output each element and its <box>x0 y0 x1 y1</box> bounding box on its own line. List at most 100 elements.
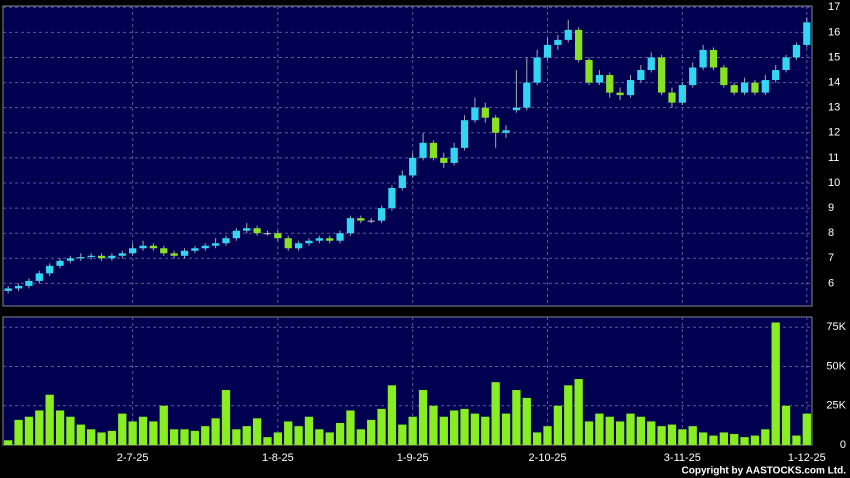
volume-bar <box>615 421 625 445</box>
volume-bar <box>97 432 106 445</box>
volume-bar <box>678 429 687 445</box>
volume-bar <box>584 421 594 445</box>
candle-body <box>87 255 95 258</box>
volume-bar <box>522 397 531 445</box>
candle-body <box>481 107 489 118</box>
volume-bar <box>335 423 345 445</box>
candle-body <box>803 22 811 45</box>
volume-bar <box>792 435 801 445</box>
candle-body <box>129 248 137 254</box>
y-tick-label: 17 <box>828 1 840 13</box>
volume-bar <box>87 429 96 445</box>
volume-bar <box>263 437 272 445</box>
x-tick-label: 2-10-25 <box>529 452 567 464</box>
candle-body <box>66 258 75 261</box>
candle-body <box>772 70 780 81</box>
volume-bar <box>460 408 469 445</box>
volume-bar <box>408 416 417 445</box>
candle-body <box>180 250 189 256</box>
candle-body <box>170 253 178 256</box>
candle-body <box>699 49 707 68</box>
candle-body <box>315 238 323 241</box>
candle-body <box>118 253 126 256</box>
volume-bar <box>543 426 552 445</box>
y-tick-label: 14 <box>828 76 840 88</box>
volume-bar <box>35 410 44 445</box>
x-tick-label: 1-12-25 <box>788 452 826 464</box>
volume-bar <box>574 379 583 445</box>
candle-body <box>689 67 697 86</box>
volume-tick-label: 75K <box>826 321 846 333</box>
y-tick-label: 7 <box>828 252 834 264</box>
candle-body <box>709 49 718 68</box>
volume-bar <box>24 416 34 445</box>
candle-body <box>243 228 251 231</box>
candle-body <box>232 230 240 239</box>
volume-bar <box>802 413 811 445</box>
y-tick-label: 8 <box>828 227 834 239</box>
candle-body <box>585 59 593 83</box>
y-tick-label: 6 <box>828 277 834 289</box>
x-tick-label: 3-11-25 <box>664 452 701 464</box>
candle-body <box>523 82 531 108</box>
volume-bar <box>128 421 137 445</box>
candle-body <box>575 29 583 60</box>
volume-bar <box>45 394 54 445</box>
volume-bar <box>595 413 604 445</box>
candle-body <box>367 220 375 222</box>
volume-panel <box>2 316 813 446</box>
volume-bar <box>76 424 85 445</box>
candle-body <box>377 208 386 221</box>
x-tick-label: 1-9-25 <box>397 452 429 464</box>
volume-bar <box>553 405 563 445</box>
volume-bar <box>605 416 614 445</box>
volume-bar <box>512 390 521 445</box>
candle-body <box>263 233 272 235</box>
candle-body <box>274 233 282 239</box>
candle-body <box>512 107 521 111</box>
candle-body <box>564 29 572 40</box>
volume-bar <box>304 416 314 445</box>
candle-body <box>637 70 645 81</box>
candle-body <box>595 75 604 83</box>
candle-body <box>782 57 790 71</box>
volume-bar <box>429 405 438 445</box>
x-tick-label: 2-7-25 <box>117 452 149 464</box>
y-tick-label: 15 <box>828 51 840 63</box>
candle-body <box>533 57 541 83</box>
volume-bar <box>709 435 718 445</box>
volume-bar <box>667 424 677 445</box>
candle-body <box>191 248 199 251</box>
candle-body <box>211 243 220 246</box>
candle-body <box>346 218 355 234</box>
candle-body <box>201 245 209 249</box>
candle-body <box>740 82 749 93</box>
y-tick-label: 12 <box>828 127 840 139</box>
volume-bar <box>771 322 780 445</box>
volume-bar <box>294 426 303 445</box>
candle-body <box>543 44 552 58</box>
volume-bar <box>636 416 646 445</box>
candle-body <box>502 130 510 133</box>
copyright: Copyright by AASTOCKS.com Ltd. <box>682 466 847 477</box>
x-tick-label: 1-8-25 <box>262 452 294 464</box>
candle-body <box>326 238 334 241</box>
candle-body <box>492 117 500 133</box>
volume-bar <box>55 410 65 445</box>
candle-body <box>668 92 676 103</box>
volume-bar <box>325 432 334 445</box>
candle-body <box>97 255 106 259</box>
volume-bar <box>169 429 179 445</box>
volume-tick-label: 0 <box>840 439 846 451</box>
y-tick-label: 13 <box>828 102 840 114</box>
volume-bar <box>740 437 749 445</box>
volume-bar <box>107 430 117 445</box>
volume-bar <box>657 426 666 445</box>
candle-body <box>730 85 738 93</box>
candle-body <box>440 157 448 163</box>
volume-bar <box>501 413 511 445</box>
candle-body <box>294 243 303 249</box>
y-tick-label: 10 <box>828 177 840 189</box>
candle-body <box>606 75 614 93</box>
